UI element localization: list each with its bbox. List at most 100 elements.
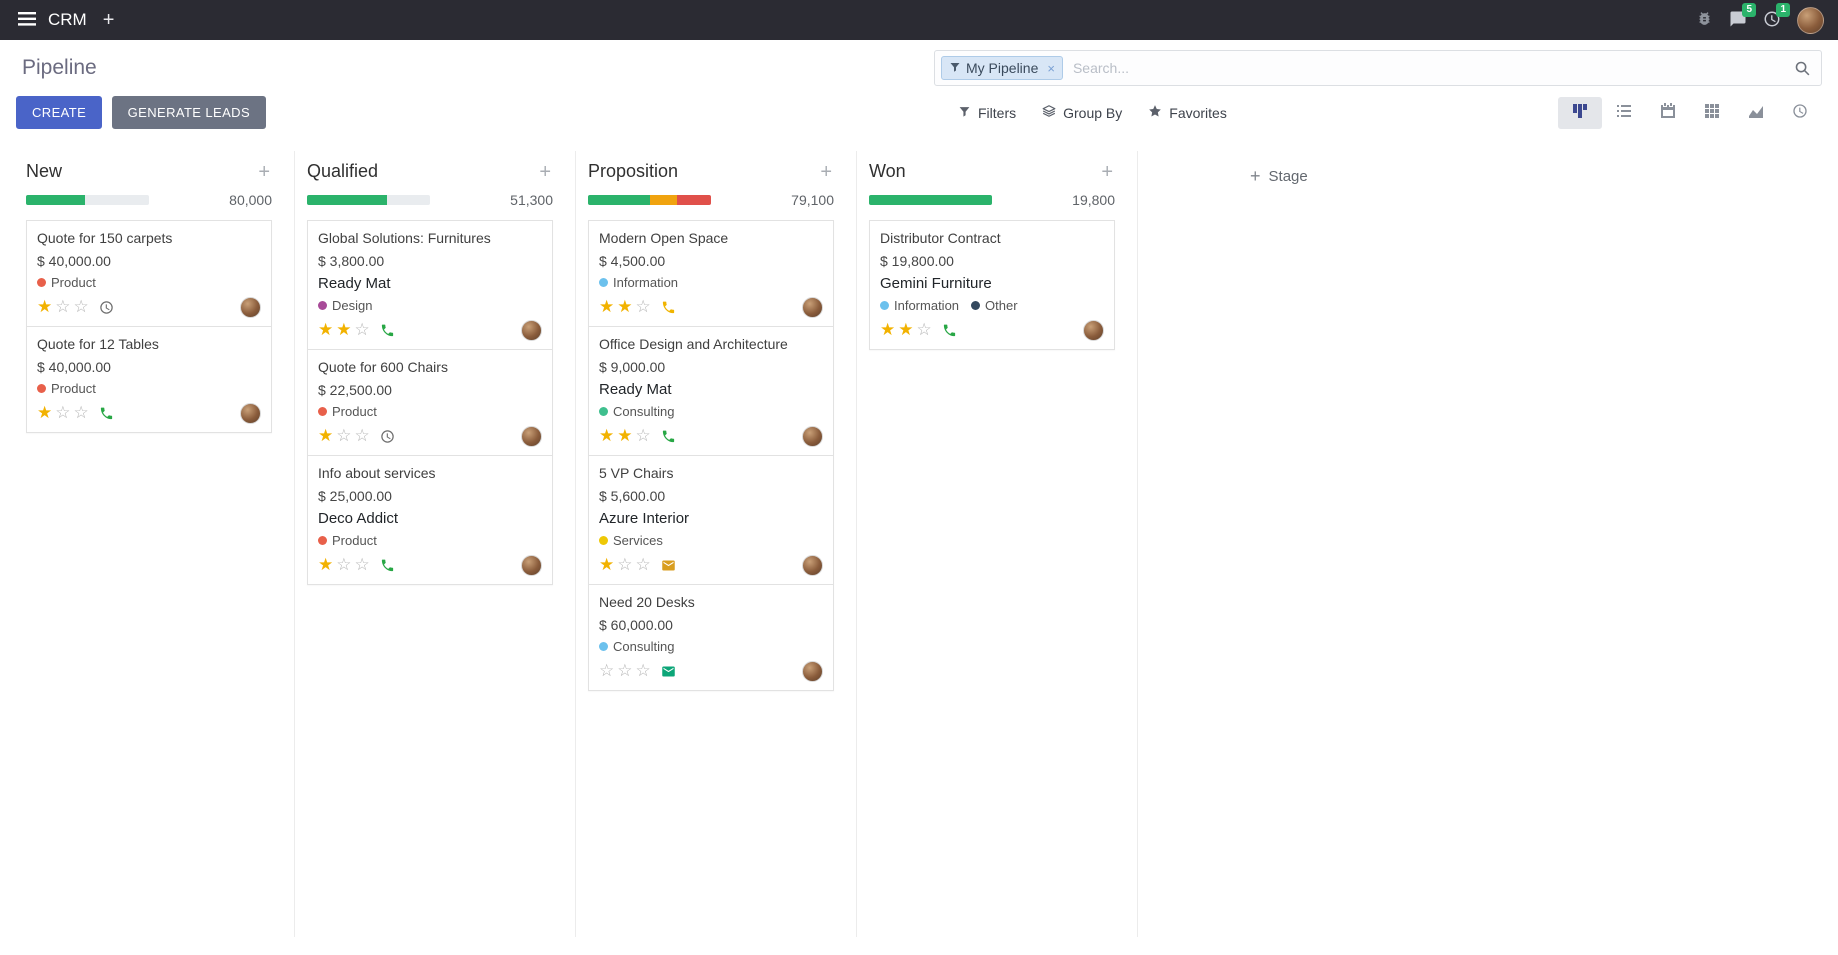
search-icon[interactable] [1794,60,1811,77]
envelope-activity-icon[interactable] [661,558,676,573]
add-record-button[interactable]: + [1099,162,1115,182]
search-bar[interactable]: My Pipeline × [934,50,1822,86]
priority-star-icon[interactable]: ★ [898,320,914,339]
priority-star-icon[interactable]: ★ [880,320,896,339]
kanban-card[interactable]: Modern Open Space $ 4,500.00 Information… [588,220,834,327]
salesperson-avatar[interactable] [521,555,542,576]
priority-star-icon[interactable]: ★ [599,426,615,445]
list-view-button[interactable] [1602,97,1646,129]
envelope-activity-icon[interactable] [661,664,676,679]
progress-segment-success[interactable] [588,195,650,205]
column-progressbar[interactable] [307,195,430,205]
salesperson-avatar[interactable] [240,403,261,424]
priority-star-icon[interactable]: ★ [599,555,615,574]
app-name[interactable]: CRM [48,10,87,29]
group-by-button[interactable]: Group By [1032,97,1132,128]
salesperson-avatar[interactable] [521,426,542,447]
priority-star-icon[interactable]: ☆ [354,555,370,574]
phone-activity-icon[interactable] [942,323,957,338]
priority-star-icon[interactable]: ★ [37,297,53,316]
priority-star-icon[interactable]: ☆ [617,555,633,574]
add-record-button[interactable]: + [818,162,834,182]
kanban-card[interactable]: Office Design and Architecture $ 9,000.0… [588,326,834,456]
priority-star-icon[interactable]: ☆ [617,661,633,680]
create-button[interactable]: CREATE [16,96,103,129]
debug-button[interactable] [1696,10,1713,30]
priority-star-icon[interactable]: ☆ [635,661,651,680]
priority-star-icon[interactable]: ☆ [55,403,71,422]
generate-leads-button[interactable]: GENERATE LEADS [111,96,267,129]
priority-star-icon[interactable]: ★ [318,426,334,445]
column-progressbar[interactable] [588,195,711,205]
priority-star-icon[interactable]: ★ [617,426,633,445]
salesperson-avatar[interactable] [802,426,823,447]
add-record-button[interactable]: + [256,162,272,182]
salesperson-avatar[interactable] [240,297,261,318]
phone-activity-icon[interactable] [661,429,676,444]
priority-star-icon[interactable]: ☆ [336,426,352,445]
card-title: Office Design and Architecture [599,336,788,352]
priority-star-icon[interactable]: ☆ [635,555,651,574]
kanban-card[interactable]: Global Solutions: Furnitures $ 3,800.00 … [307,220,553,350]
messages-button[interactable]: 5 [1729,2,1756,31]
progress-segment-success[interactable] [869,195,992,205]
card-amount: $ 19,800.00 [880,253,954,269]
add-menu-button[interactable]: + [97,8,121,32]
activities-button[interactable]: 1 [1763,2,1790,31]
phone-activity-icon[interactable] [661,300,676,315]
kanban-card[interactable]: Distributor Contract $ 19,800.00 Gemini … [869,220,1115,350]
phone-activity-icon[interactable] [380,323,395,338]
priority-star-icon[interactable]: ☆ [73,403,89,422]
activity-view-button[interactable] [1778,97,1822,129]
progress-segment-success[interactable] [307,195,387,205]
clock-activity-icon[interactable] [380,429,395,444]
pivot-view-button[interactable] [1690,97,1734,129]
phone-activity-icon[interactable] [380,558,395,573]
add-stage-button[interactable]: + Stage [1250,166,1308,186]
salesperson-avatar[interactable] [521,320,542,341]
priority-star-icon[interactable]: ☆ [55,297,71,316]
salesperson-avatar[interactable] [802,555,823,576]
kanban-card[interactable]: Quote for 12 Tables $ 40,000.00 Product … [26,326,272,433]
priority-star-icon[interactable]: ★ [599,297,615,316]
priority-star-icon[interactable]: ☆ [354,426,370,445]
kanban-card[interactable]: 5 VP Chairs $ 5,600.00 Azure Interior Se… [588,455,834,585]
priority-star-icon[interactable]: ☆ [635,297,651,316]
facet-remove-icon[interactable]: × [1047,60,1055,76]
priority-star-icon[interactable]: ☆ [354,320,370,339]
progress-segment-warning[interactable] [649,195,677,205]
graph-view-button[interactable] [1734,97,1778,129]
kanban-card[interactable]: Info about services $ 25,000.00 Deco Add… [307,455,553,585]
priority-star-icon[interactable]: ★ [336,320,352,339]
user-avatar[interactable] [1797,6,1824,34]
priority-star-icon[interactable]: ★ [318,555,334,574]
calendar-view-button[interactable] [1646,97,1690,129]
salesperson-avatar[interactable] [1083,320,1104,341]
column-progressbar[interactable] [869,195,992,205]
column-progressbar[interactable] [26,195,149,205]
priority-star-icon[interactable]: ☆ [635,426,651,445]
kanban-view-button[interactable] [1558,96,1602,129]
kanban-card[interactable]: Quote for 150 carpets $ 40,000.00 Produc… [26,220,272,327]
priority-star-icon[interactable]: ★ [318,320,334,339]
priority-star-icon[interactable]: ☆ [73,297,89,316]
salesperson-avatar[interactable] [802,661,823,682]
phone-activity-icon[interactable] [99,406,114,421]
progress-segment-success[interactable] [26,195,86,205]
priority-star-icon[interactable]: ★ [617,297,633,316]
kanban-card[interactable]: Need 20 Desks $ 60,000.00 Consulting ☆ ☆ ☆ [588,584,834,691]
favorites-button[interactable]: Favorites [1138,97,1237,128]
priority-star-icon[interactable]: ★ [37,403,53,422]
apps-menu-button[interactable] [14,8,40,33]
search-facet[interactable]: My Pipeline × [941,56,1063,80]
priority-star-icon[interactable]: ☆ [599,661,615,680]
priority-star-icon[interactable]: ☆ [336,555,352,574]
filters-button[interactable]: Filters [948,98,1026,128]
add-record-button[interactable]: + [537,162,553,182]
salesperson-avatar[interactable] [802,297,823,318]
kanban-card[interactable]: Quote for 600 Chairs $ 22,500.00 Product… [307,349,553,456]
clock-activity-icon[interactable] [99,300,114,315]
search-input[interactable] [1062,60,1794,76]
priority-star-icon[interactable]: ☆ [916,320,932,339]
progress-segment-danger[interactable] [676,195,711,205]
